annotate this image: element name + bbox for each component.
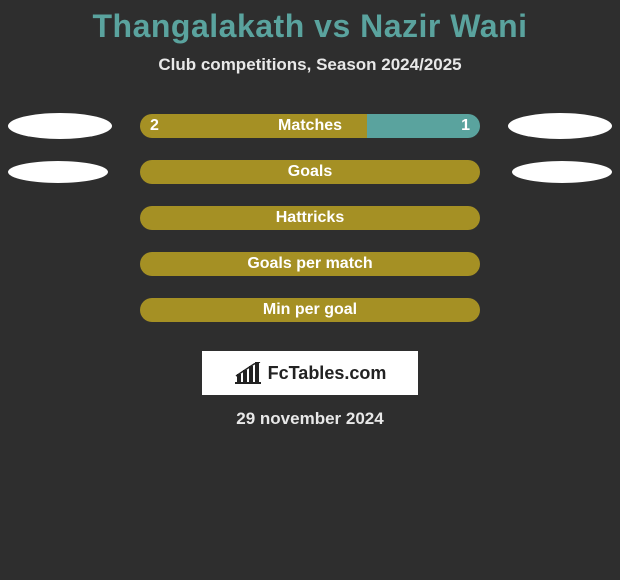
subtitle: Club competitions, Season 2024/2025 <box>0 55 620 75</box>
date-label: 29 november 2024 <box>0 409 620 429</box>
stat-bar: Goals <box>140 160 480 184</box>
bar-chart-icon <box>234 362 262 384</box>
player-left-marker <box>8 161 108 183</box>
stat-row: Hattricks <box>0 195 620 241</box>
stat-value-left: 2 <box>150 114 159 138</box>
stat-bar: Min per goal <box>140 298 480 322</box>
stat-bar-left-fill <box>140 206 480 230</box>
stat-bar: Hattricks <box>140 206 480 230</box>
stat-bar-left-fill <box>140 114 367 138</box>
stat-bar: Goals per match <box>140 252 480 276</box>
stat-bar-left-fill <box>140 160 480 184</box>
player-left-marker <box>8 113 112 139</box>
stat-row: Min per goal <box>0 287 620 333</box>
stat-bar-left-fill <box>140 252 480 276</box>
logo-box[interactable]: FcTables.com <box>202 351 418 395</box>
page-title: Thangalakath vs Nazir Wani <box>0 8 620 45</box>
logo-text: FcTables.com <box>268 363 387 384</box>
player-right-marker <box>508 113 612 139</box>
stat-bar-left-fill <box>140 298 480 322</box>
player-right-marker <box>512 161 612 183</box>
comparison-widget: Thangalakath vs Nazir Wani Club competit… <box>0 0 620 429</box>
stat-bar: 21Matches <box>140 114 480 138</box>
stat-row: Goals <box>0 149 620 195</box>
stat-value-right: 1 <box>461 114 470 138</box>
stat-row: Goals per match <box>0 241 620 287</box>
stat-row: 21Matches <box>0 103 620 149</box>
comparison-rows: 21MatchesGoalsHattricksGoals per matchMi… <box>0 103 620 333</box>
